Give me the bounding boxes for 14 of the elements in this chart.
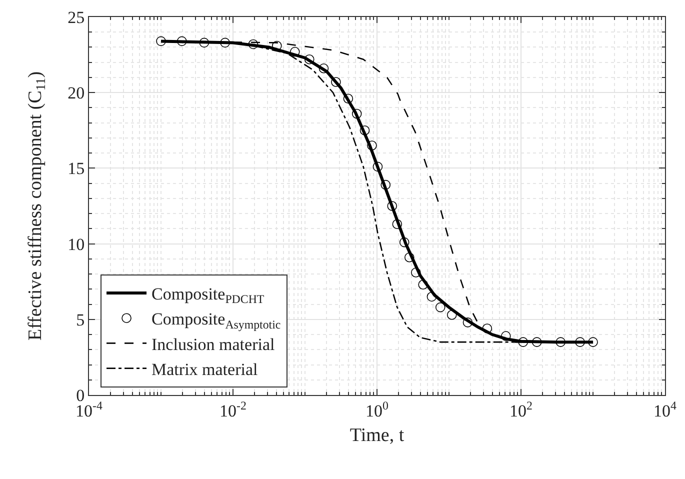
legend-label: Composite$_{Asymptotic}$ bbox=[152, 310, 281, 332]
x-tick-label: 10$^{4}$ bbox=[654, 398, 677, 420]
y-tick-label: 5 bbox=[76, 310, 85, 330]
y-tick-label: 25 bbox=[68, 8, 85, 27]
x-tick-label: 10$^{0}$ bbox=[366, 398, 389, 420]
y-tick-label: 15 bbox=[68, 159, 85, 178]
x-tick-label: 10$^{-2}$ bbox=[220, 398, 247, 420]
y-tick-label: 20 bbox=[68, 84, 85, 103]
legend-label: Matrix material bbox=[152, 360, 258, 379]
legend-label: Inclusion material bbox=[152, 334, 276, 354]
y-tick-label: 10 bbox=[68, 234, 85, 254]
x-tick-label: 10$^{2}$ bbox=[510, 398, 533, 420]
x-axis-title: Time, t bbox=[350, 425, 405, 446]
legend-label: Composite$_{PDCHT}$ bbox=[152, 284, 265, 306]
